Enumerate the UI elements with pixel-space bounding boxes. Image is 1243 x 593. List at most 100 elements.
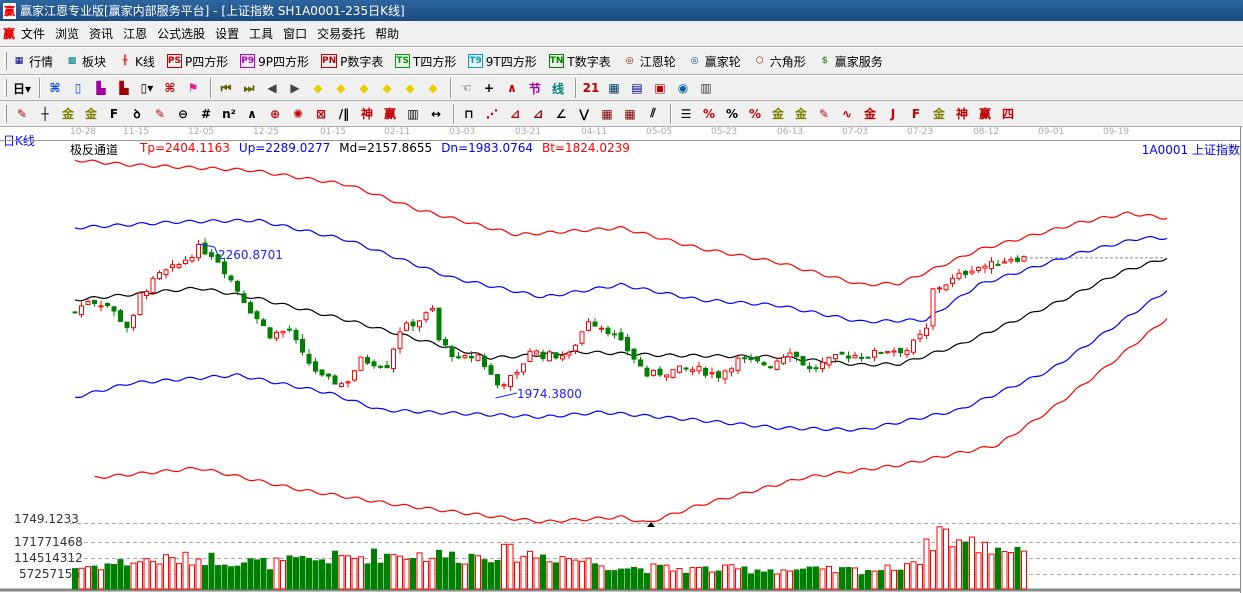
zoom-in-h-icon[interactable]: ◆ <box>359 81 369 95</box>
slash-icon[interactable]: /‖ <box>338 106 350 121</box>
shen-angle-icon[interactable]: 神 <box>955 107 968 121</box>
toolbar-button-candlestick[interactable]: ╫ K线 <box>118 53 155 70</box>
toolbar-button-ps[interactable]: PS P四方形 <box>166 53 228 70</box>
save-icon[interactable]: ▣ <box>654 81 666 95</box>
box-icon[interactable]: ⊠ <box>315 106 327 121</box>
hash-icon[interactable]: # <box>200 106 212 121</box>
candle-body <box>417 320 422 328</box>
crosshair-icon[interactable]: + <box>483 81 495 95</box>
chart-pattern-icon[interactable]: ⌘ <box>49 81 61 95</box>
pen-3-icon[interactable]: ✎ <box>818 106 830 121</box>
menu-5[interactable]: 设置 <box>215 27 240 41</box>
toolbar-button-p9[interactable]: P9 9P四方形 <box>240 53 309 70</box>
toolbar-button-ts[interactable]: TS T四方形 <box>395 53 456 70</box>
kline-chart[interactable]: 日K线 极反通道 Tp=2404.1163 Up=2289.0277 Md=2157… <box>0 127 1243 593</box>
percent-line-icon[interactable]: % <box>702 106 716 121</box>
target-icon[interactable]: ⊕ <box>269 106 281 121</box>
measure-icon[interactable]: ↔ <box>430 106 442 121</box>
menu-9[interactable]: 帮助 <box>375 27 400 41</box>
j-angle-icon[interactable]: J <box>890 106 896 121</box>
pattern-red-icon[interactable]: ⌘ <box>164 81 176 95</box>
node-icon[interactable]: 节 <box>528 81 541 96</box>
pen-2-icon[interactable]: ✎ <box>154 106 166 121</box>
zigzag-icon[interactable]: ⋁ <box>578 106 590 121</box>
percent-levels-icon[interactable]: % <box>748 106 762 121</box>
line-tool-icon[interactable]: ∧ <box>507 81 517 95</box>
fan-box-2-icon[interactable]: ⊿ <box>532 106 544 121</box>
gold-angle-icon[interactable]: 金 <box>932 107 945 121</box>
fan-box-icon[interactable]: ⊿ <box>509 106 521 121</box>
calendar-icon[interactable]: 21 <box>582 81 600 95</box>
indicator-3-icon[interactable]: ▙ <box>96 81 106 95</box>
notes-icon[interactable]: ▯ <box>74 81 82 95</box>
frame-icon[interactable]: ⊓ <box>464 106 474 121</box>
toolbar-button-big-wheel[interactable]: ◎ 赢家轮 <box>688 53 741 70</box>
menu-2[interactable]: 资讯 <box>89 27 114 41</box>
gold-red-icon[interactable]: 金 <box>863 107 876 121</box>
flag-icon[interactable]: ⚑ <box>187 81 199 95</box>
percent-icon[interactable]: % <box>725 106 739 121</box>
gold-circle-icon[interactable]: 金 <box>771 107 784 121</box>
toolbar-button-sector[interactable]: ▩ 板块 <box>65 53 106 70</box>
toolbar-button-gann-wheel[interactable]: ◎ 江恩轮 <box>623 53 676 70</box>
report-icon[interactable]: ▤ <box>631 81 643 95</box>
menu-8[interactable]: 交易委托 <box>317 27 366 41</box>
ruler-icon[interactable]: ▥ <box>407 106 419 121</box>
spiral-icon[interactable]: ꝺ <box>133 107 141 121</box>
four-angle-icon[interactable]: 四 <box>1001 107 1014 121</box>
fan-icon[interactable]: ⋰ <box>486 106 498 121</box>
toolbar-button-t9[interactable]: T9 9T四方形 <box>468 53 537 70</box>
toolbar-grip[interactable] <box>4 52 7 70</box>
pen-icon[interactable]: ✎ <box>16 106 28 121</box>
angle-icon[interactable]: ∧ <box>247 106 257 121</box>
toolbar-grip[interactable] <box>4 104 7 123</box>
menu-4[interactable]: 公式选股 <box>157 27 206 41</box>
radar-icon[interactable]: ✺ <box>292 106 304 121</box>
indicator-9-icon[interactable]: ▙ <box>119 81 129 95</box>
calculator-icon[interactable]: ▦ <box>608 81 620 95</box>
win-angle-icon[interactable]: 赢 <box>978 107 991 121</box>
win-icon[interactable]: 赢 <box>383 107 396 121</box>
vlines-icon[interactable]: ┼ <box>41 106 49 121</box>
levels-icon[interactable]: ☰ <box>680 106 692 121</box>
last-icon[interactable]: ⏭ <box>243 80 255 95</box>
parallel-icon[interactable]: ⫽ <box>650 106 656 120</box>
angle-2-icon[interactable]: ∠ <box>555 106 567 121</box>
f-angle-icon[interactable]: F <box>911 106 921 121</box>
first-icon[interactable]: ⏮ <box>220 80 232 95</box>
toolbar-button-dollar[interactable]: $ 赢家服务 <box>818 53 883 70</box>
menu-0[interactable]: 文件 <box>21 27 46 41</box>
hand-icon[interactable]: ☜ <box>460 81 472 95</box>
network-icon[interactable]: ◉ <box>677 81 689 95</box>
shen-icon[interactable]: 神 <box>360 107 373 121</box>
menu-7[interactable]: 窗口 <box>283 27 308 41</box>
candle-dropdown[interactable]: ▯▾ <box>140 81 154 95</box>
n2-icon[interactable]: n² <box>222 106 236 121</box>
gold-levels-icon[interactable]: 金 <box>794 107 807 121</box>
toolbar-button-quote-table[interactable]: ▦ 行情 <box>12 53 53 70</box>
print-icon[interactable]: ▥ <box>700 81 712 95</box>
gold-1-icon[interactable]: 金 <box>61 107 74 121</box>
zoom-in-v-icon[interactable]: ◆ <box>405 81 415 95</box>
toolbar-button-tn[interactable]: TN T数字表 <box>548 53 611 70</box>
menu-6[interactable]: 工具 <box>249 27 274 41</box>
wave-icon[interactable]: ∿ <box>841 106 853 121</box>
menu-3[interactable]: 江恩 <box>123 27 148 41</box>
fib-icon[interactable]: F <box>109 106 119 121</box>
next-icon[interactable]: ▶ <box>290 81 300 95</box>
toolbar-button-pn[interactable]: PN P数字表 <box>320 53 383 70</box>
circle-icon[interactable]: ⊖ <box>177 106 189 121</box>
zoom-out-v-icon[interactable]: ◆ <box>428 81 438 95</box>
period-day-dropdown[interactable]: 日▾ <box>12 81 32 96</box>
grid-2-icon[interactable]: ▦ <box>624 106 636 121</box>
zoom-right-icon[interactable]: ◆ <box>336 81 346 95</box>
line-icon[interactable]: 线 <box>551 81 564 96</box>
toolbar-button-hexagon[interactable]: ⬡ 六角形 <box>753 53 806 70</box>
zoom-left-icon[interactable]: ◆ <box>313 81 323 95</box>
grid-icon[interactable]: ▦ <box>601 106 613 121</box>
zoom-out-h-icon[interactable]: ◆ <box>382 81 392 95</box>
toolbar-grip[interactable] <box>4 79 7 97</box>
menu-1[interactable]: 浏览 <box>55 27 80 41</box>
prev-icon[interactable]: ◀ <box>267 81 277 95</box>
gold-2-icon[interactable]: 金 <box>84 107 97 121</box>
